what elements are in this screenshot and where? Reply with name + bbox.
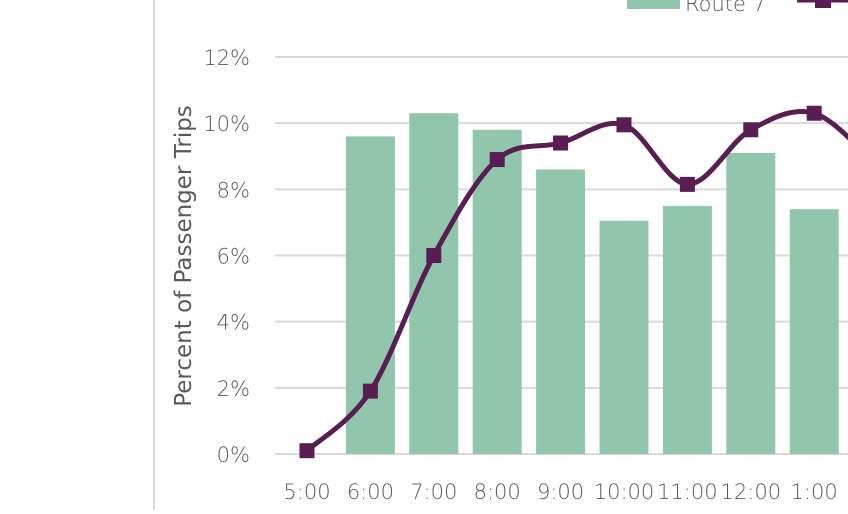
- legend: Route 7: [627, 0, 848, 16]
- y-tick-labels: 0% 2% 4% 6% 8% 10% 12%: [203, 46, 250, 467]
- x-tick-label: 9:00: [537, 480, 584, 504]
- x-tick-label: 5:00: [283, 480, 330, 504]
- line-marker-8:00: [490, 152, 505, 167]
- line-marker-9:00: [553, 136, 568, 151]
- y-tick-label: 0%: [217, 443, 250, 467]
- y-tick-label: 12%: [203, 46, 250, 70]
- line-marker-11:00: [680, 177, 695, 192]
- x-tick-label: 11:00: [657, 480, 718, 504]
- legend-line-marker: [815, 0, 831, 8]
- line-marker-7:00: [426, 248, 441, 263]
- legend-swatch-route-7: [627, 0, 680, 9]
- x-tick-label: 8:00: [474, 480, 521, 504]
- bar-10:00: [600, 221, 649, 454]
- bar-6:00: [346, 136, 395, 454]
- line-marker-1:00: [807, 106, 822, 121]
- bar-12:00: [726, 153, 775, 454]
- x-tick-label: 10:00: [594, 480, 655, 504]
- x-tick-label: 7:00: [410, 480, 457, 504]
- line-marker-12:00: [743, 122, 758, 137]
- legend-label-route-7: Route 7: [685, 0, 766, 16]
- x-tick-labels: 5:006:007:008:009:0010:0011:0012:001:002…: [283, 480, 848, 504]
- bar-7:00: [409, 113, 458, 454]
- bar-11:00: [663, 206, 712, 454]
- x-tick-label: 1:00: [791, 480, 838, 504]
- bar-9:00: [536, 169, 585, 454]
- bar-1:00: [790, 209, 839, 454]
- y-tick-label: 8%: [217, 178, 250, 202]
- y-tick-label: 2%: [217, 377, 250, 401]
- y-tick-label: 10%: [203, 112, 250, 136]
- line-marker-6:00: [363, 384, 378, 399]
- x-tick-label: 12:00: [721, 480, 782, 504]
- y-tick-label: 6%: [217, 245, 250, 269]
- y-tick-label: 4%: [217, 311, 250, 335]
- y-axis-title: Percent of Passenger Trips: [171, 105, 197, 407]
- line-marker-10:00: [617, 117, 632, 132]
- x-tick-label: 6:00: [347, 480, 394, 504]
- line-marker-5:00: [300, 443, 315, 458]
